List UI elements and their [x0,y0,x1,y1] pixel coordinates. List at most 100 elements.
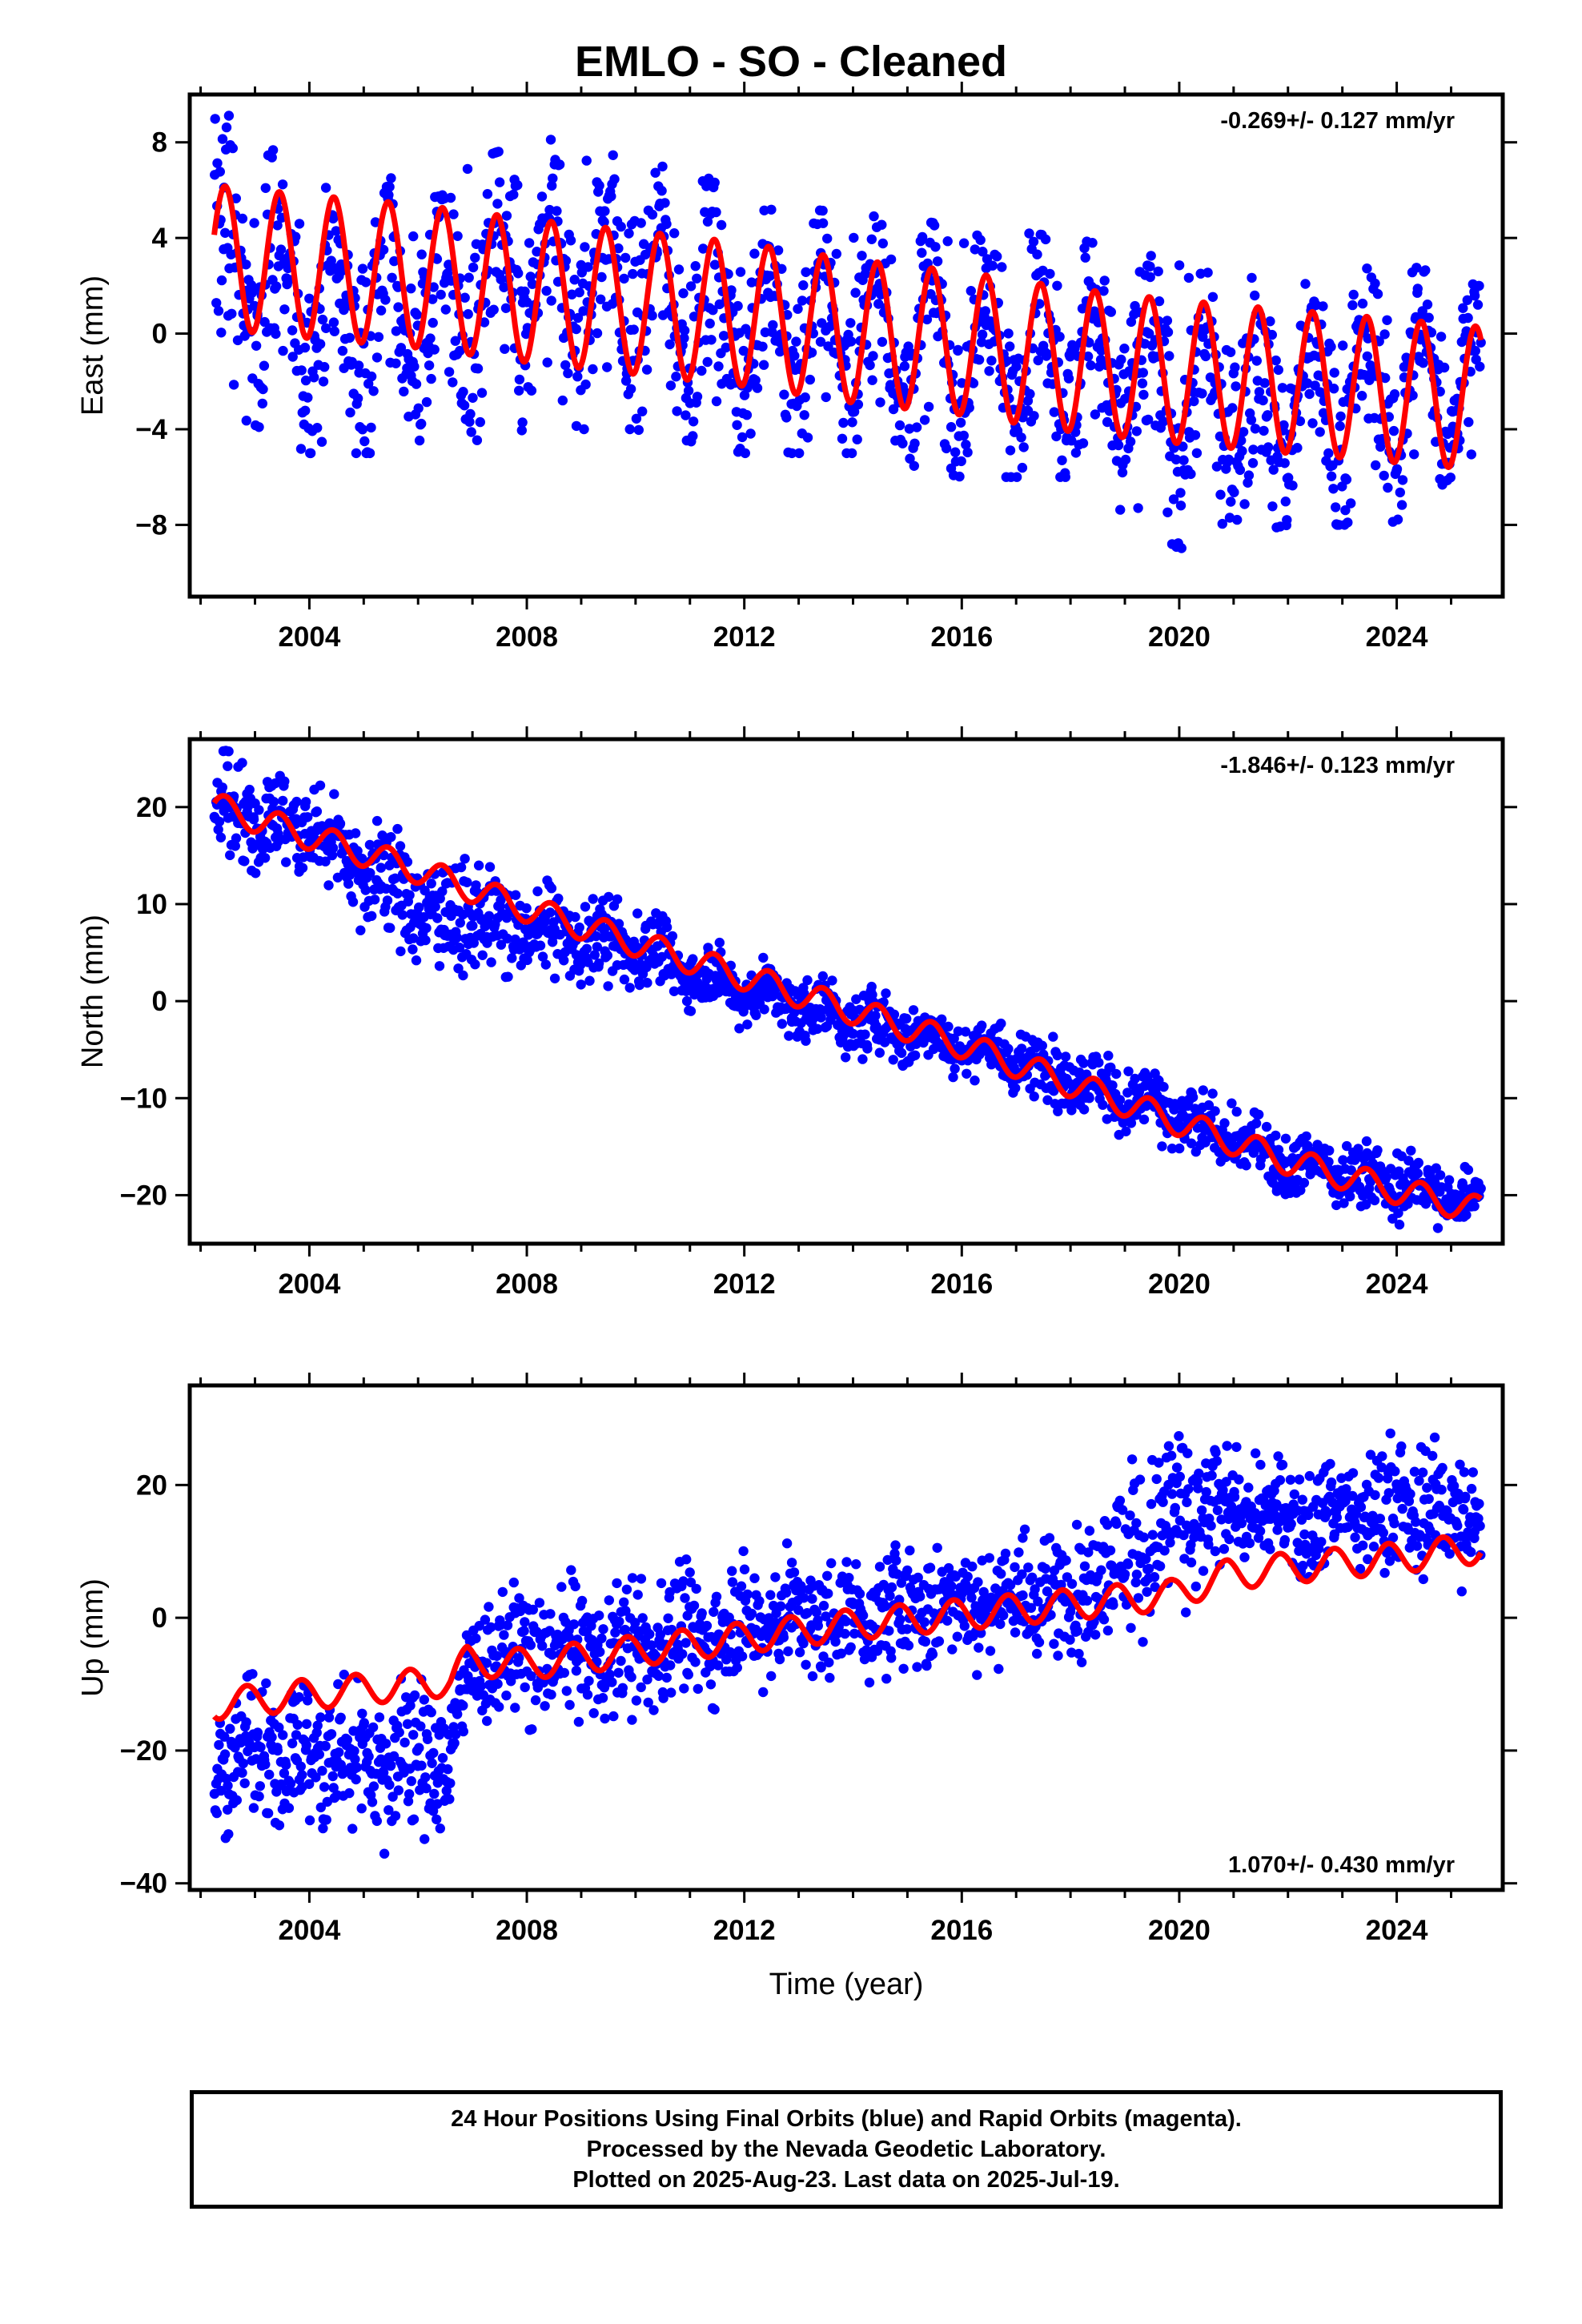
east-observation-point [709,177,720,188]
north-observation-point [1280,1133,1291,1144]
up-observation-point [519,1626,529,1636]
up-observation-point [1279,1534,1291,1546]
up-observation-point [959,1621,970,1631]
east-observation-point [1178,455,1189,465]
east-observation-point [837,433,848,444]
east-observation-point [628,324,639,335]
east-observation-point [853,399,864,410]
east-observation-point [1016,432,1026,443]
north-observation-point [860,1029,870,1039]
north-observation-point [540,959,551,970]
north-observation-point [1338,1155,1348,1165]
up-observation-point [556,1582,567,1592]
east-observation-point [304,293,315,304]
up-observation-point [334,1747,344,1758]
east-observation-point [1120,393,1130,404]
north-observation-point [244,784,255,795]
up-observation-point [896,1578,907,1588]
up-observation-point [318,1823,328,1834]
east-observation-point [805,374,815,385]
east-observation-point [216,328,227,338]
up-observation-point [1193,1483,1203,1494]
north-observation-point [592,942,602,952]
east-observation-point [1346,498,1356,509]
east-observation-point [608,150,618,160]
up-observation-point [597,1693,608,1703]
east-observation-point [499,282,509,292]
up-observation-point [428,1747,439,1759]
east-observation-point [1033,355,1043,366]
east-observation-point [1395,487,1406,498]
east-observation-point [1176,543,1187,553]
up-observation-point [1286,1518,1296,1530]
up-observation-point [957,1588,967,1598]
up-observation-point [1076,1657,1087,1667]
north-observation-point [777,1019,787,1029]
up-observation-point [778,1632,789,1642]
east-x-tick-label: 2008 [496,621,558,653]
up-observation-point [333,1679,343,1690]
east-observation-point [1005,341,1015,352]
up-observation-point [995,1618,1006,1630]
up-observation-point [802,1608,813,1618]
east-observation-point [563,368,573,379]
up-observation-point [727,1566,737,1576]
north-observation-point [580,902,591,912]
up-observation-point [1014,1547,1024,1558]
north-observation-point [1042,1095,1053,1105]
up-observation-point [913,1572,923,1583]
east-observation-point [1300,279,1311,289]
east-observation-point [1422,300,1433,310]
east-observation-point [455,345,465,356]
up-observation-point [566,1565,576,1575]
east-observation-point [1331,502,1341,513]
up-observation-point [386,1760,396,1771]
north-observation-point [402,857,413,867]
east-observation-point [713,361,724,372]
east-observation-point [527,279,538,289]
up-observation-point [1170,1502,1181,1514]
north-observation-point [369,895,380,905]
east-observation-point [671,372,681,382]
east-observation-point [1439,362,1450,373]
east-observation-point [1466,449,1477,460]
up-observation-point [432,1814,442,1825]
east-y-tick-label: 4 [152,223,168,254]
east-observation-point [1232,514,1243,525]
up-observation-point [481,1658,492,1668]
up-observation-point [732,1663,742,1673]
north-y-tick-label: 20 [136,792,167,823]
north-observation-point [1174,1143,1185,1154]
up-observation-point [1027,1572,1038,1583]
up-observation-point [1044,1533,1055,1543]
up-observation-point [967,1561,978,1572]
east-observation-point [1250,290,1260,301]
up-observation-point [283,1803,295,1813]
east-observation-point [857,251,867,261]
north-observation-point [1346,1165,1356,1176]
east-observation-point [777,263,787,274]
east-observation-point [692,273,702,283]
north-model-curve [211,793,1484,1220]
north-observation-point [486,957,496,967]
up-observation-point [619,1597,629,1608]
north-observation-point [812,1023,823,1035]
up-observation-point [1061,1555,1071,1566]
up-observation-point [1134,1474,1146,1485]
east-observation-point [986,356,997,366]
east-observation-point [1090,409,1101,420]
east-observation-point [259,360,270,371]
up-observation-point [301,1740,311,1751]
east-observation-point [508,189,519,200]
east-observation-point [319,362,330,372]
east-observation-point [1326,341,1336,352]
east-observation-point [953,344,963,356]
up-observation-point [1042,1586,1053,1597]
up-observation-point [342,1735,353,1745]
north-observation-point [874,1047,885,1058]
up-observation-point [219,1731,230,1742]
up-observation-point [816,1663,826,1673]
east-observation-point [636,218,646,228]
up-observation-point [894,1594,905,1605]
